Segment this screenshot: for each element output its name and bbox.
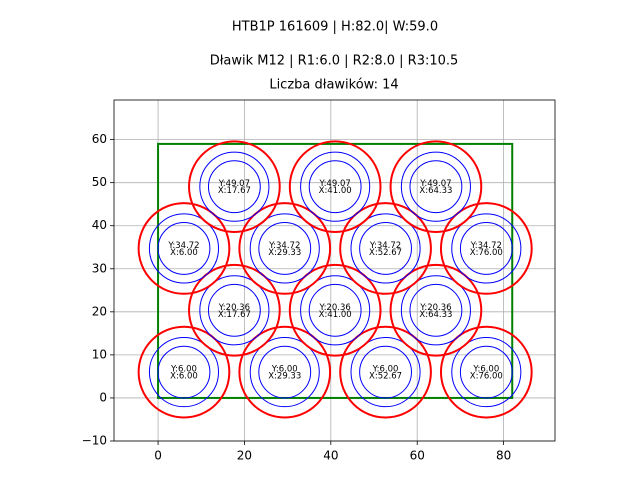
- y-label: Y:20.36: [218, 303, 250, 313]
- y-tick-label: 30: [92, 261, 107, 275]
- circle: [350, 213, 421, 284]
- circle: [409, 283, 463, 337]
- y-label: Y:20.36: [319, 303, 351, 313]
- circle: [288, 140, 382, 234]
- circle: [288, 263, 382, 357]
- circle: [339, 325, 432, 419]
- circle: [389, 140, 483, 234]
- x-label: X:41.00: [319, 310, 352, 320]
- x-tick-label: 80: [496, 449, 511, 463]
- circle: [258, 345, 312, 399]
- x-label: X:6.00: [170, 248, 198, 258]
- x-label: X:6.00: [170, 372, 198, 382]
- circle: [409, 160, 463, 214]
- y-label: Y:6.00: [472, 365, 499, 375]
- circle: [389, 263, 483, 357]
- circle: [137, 202, 231, 295]
- circle: [400, 151, 471, 222]
- x-label: X:41.00: [319, 186, 352, 196]
- x-tick-label: 60: [410, 449, 425, 463]
- circle: [451, 213, 522, 284]
- circle: [350, 337, 421, 408]
- x-label: X:52.67: [369, 248, 402, 258]
- circle: [258, 222, 312, 275]
- circle: [207, 283, 261, 337]
- x-label: X:52.67: [369, 372, 402, 382]
- circle: [238, 325, 332, 419]
- x-label: X:29.33: [268, 372, 301, 382]
- circle: [199, 151, 270, 222]
- x-label: X:76.00: [470, 248, 503, 258]
- circle: [188, 263, 281, 357]
- x-label: X:29.33: [268, 248, 301, 258]
- x-tick-label: 20: [237, 449, 252, 463]
- circle: [199, 275, 270, 346]
- x-label: X:64.33: [419, 310, 452, 320]
- circle: [148, 213, 220, 284]
- y-label: Y:34.72: [369, 241, 401, 251]
- circle: [157, 222, 211, 275]
- circle: [249, 213, 320, 284]
- x-label: X:76.00: [470, 372, 503, 382]
- y-label: Y:34.72: [268, 241, 300, 251]
- x-label: X:17.67: [218, 310, 251, 320]
- circle: [238, 202, 332, 295]
- y-label: Y:49.07: [319, 179, 351, 189]
- y-tick-label: 20: [92, 304, 107, 318]
- y-label: Y:34.72: [167, 241, 199, 251]
- circle: [400, 275, 471, 346]
- circle: [300, 275, 371, 346]
- chart-title: Dławik M12 | R1:6.0 | R2:8.0 | R3:10.5: [210, 54, 459, 69]
- y-tick-label: −10: [82, 434, 107, 448]
- y-tick-label: 60: [92, 132, 107, 146]
- circle: [359, 345, 412, 399]
- y-label: Y:6.00: [372, 365, 399, 375]
- y-tick-label: 10: [92, 347, 107, 361]
- suptitle: HTB1P 161609 | H:82.0| W:59.0: [232, 20, 438, 35]
- x-tick-label: 0: [154, 449, 162, 463]
- circle: [439, 325, 533, 419]
- circle: [459, 222, 513, 275]
- circle: [359, 222, 412, 275]
- circle: [148, 337, 220, 408]
- circle: [137, 325, 231, 419]
- x-label: X:64.33: [419, 186, 452, 196]
- circle: [188, 140, 281, 234]
- y-tick-label: 0: [99, 390, 107, 404]
- circle: [207, 160, 261, 214]
- circle: [339, 202, 432, 295]
- y-tick-label: 50: [92, 175, 107, 189]
- x-tick-label: 40: [323, 449, 338, 463]
- axes-frame: [113, 99, 556, 442]
- y-label: Y:49.07: [218, 179, 250, 189]
- circle: [157, 345, 211, 399]
- circle: [308, 160, 362, 214]
- circle: [249, 337, 320, 408]
- chart-subtitle: Liczba dławików: 14: [269, 78, 398, 93]
- y-label: Y:6.00: [170, 365, 197, 375]
- y-label: Y:34.72: [470, 241, 502, 251]
- circle: [459, 345, 513, 399]
- circle: [308, 283, 362, 337]
- circle: [451, 337, 522, 408]
- y-tick-label: 40: [92, 218, 107, 232]
- x-label: X:17.67: [218, 186, 251, 196]
- circle: [439, 202, 533, 295]
- y-label: Y:20.36: [419, 303, 451, 313]
- y-label: Y:6.00: [271, 365, 298, 375]
- circle: [300, 151, 371, 222]
- y-label: Y:49.07: [419, 179, 451, 189]
